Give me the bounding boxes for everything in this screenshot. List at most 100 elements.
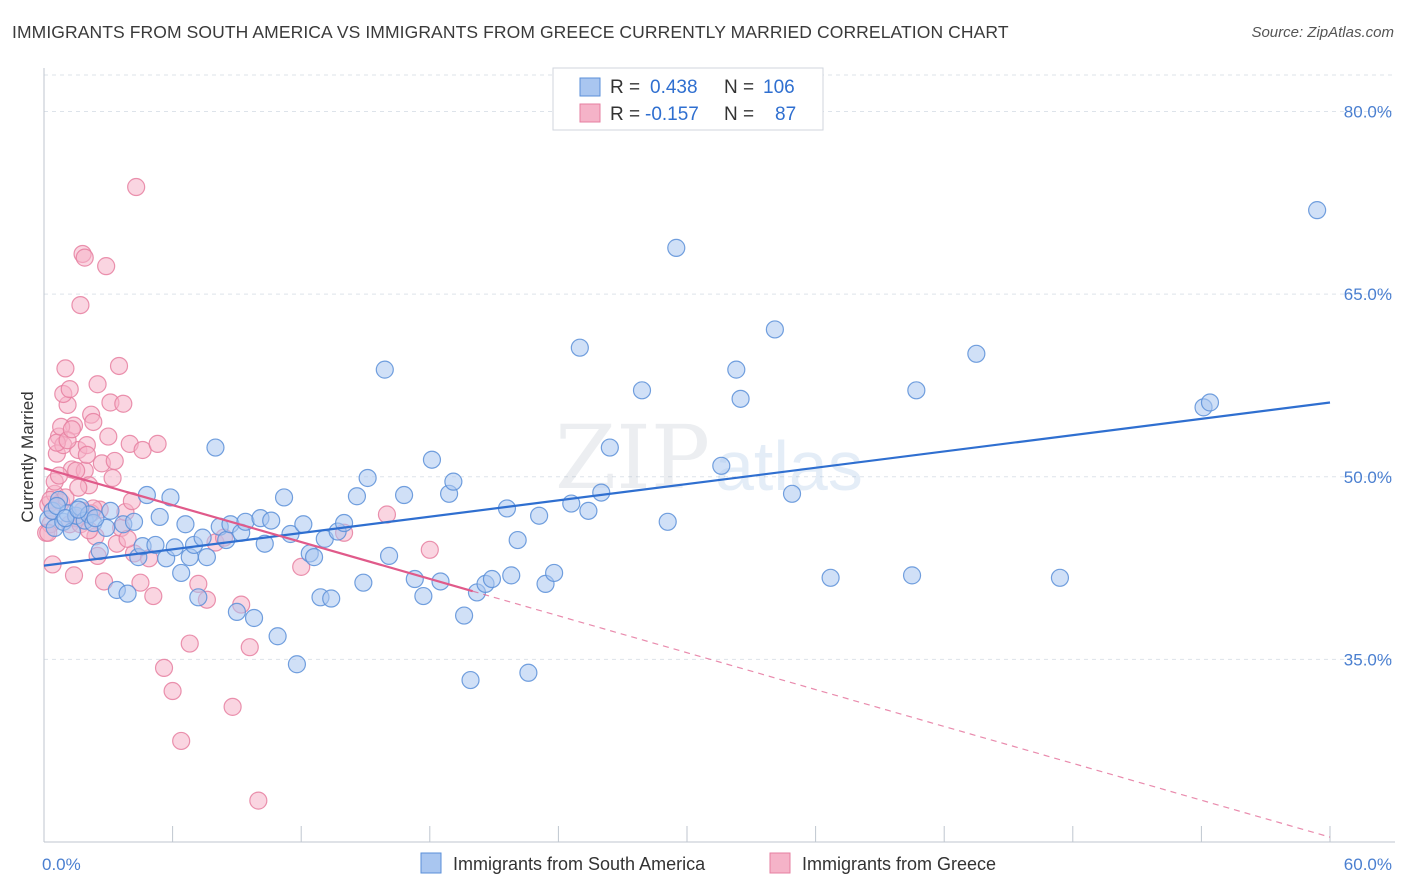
y-tick-label-1: 50.0% <box>1344 468 1392 487</box>
point-greece-84 <box>420 540 439 559</box>
point-south-america-87 <box>658 512 677 531</box>
point-south-america-54 <box>322 589 341 608</box>
trend-line-south-america <box>43 401 1331 567</box>
point-south-america-31 <box>189 588 208 607</box>
point-south-america-101 <box>1308 201 1327 220</box>
point-greece-22 <box>84 412 103 432</box>
point-greece-64 <box>127 177 146 197</box>
point-south-america-88 <box>667 238 686 257</box>
legend-n-label-pink: N = <box>724 104 754 125</box>
point-south-america-82 <box>570 338 589 357</box>
trend-line-greece-extension <box>472 590 1331 838</box>
point-south-america-70 <box>461 670 480 690</box>
y-tick-label-2: 65.0% <box>1344 285 1392 304</box>
point-south-america-75 <box>502 566 521 585</box>
pink-points <box>37 177 439 810</box>
point-greece-72 <box>180 634 199 653</box>
point-south-america-25 <box>161 488 180 507</box>
point-greece-47 <box>69 478 88 497</box>
point-south-america-59 <box>358 468 377 488</box>
point-south-america-22 <box>146 535 165 555</box>
point-south-america-65 <box>422 450 442 469</box>
y-tick-labels: 35.0% 50.0% 65.0% 80.0% <box>1344 103 1392 670</box>
bottom-legend-swatch-blue <box>420 852 442 874</box>
point-south-america-18 <box>124 512 144 531</box>
point-south-america-69 <box>454 606 474 625</box>
point-south-america-78 <box>530 506 549 525</box>
point-greece-50 <box>75 248 94 267</box>
stats-legend: R = 0.438 N = 106 R = -0.157 N = 87 <box>552 67 824 131</box>
point-greece-51 <box>77 445 96 464</box>
point-south-america-104 <box>69 500 88 519</box>
point-greece-81 <box>292 557 311 576</box>
point-south-america-43 <box>255 534 274 553</box>
point-greece-69 <box>154 658 174 678</box>
point-south-america-46 <box>274 488 294 507</box>
point-south-america-86 <box>632 381 652 400</box>
point-south-america-93 <box>782 484 802 503</box>
y-axis-label: Currently Married <box>18 391 37 522</box>
x-tick-label-max: 60.0% <box>1344 855 1392 874</box>
y-tick-label-3: 80.0% <box>1344 103 1392 122</box>
legend-swatch-pink <box>579 103 601 123</box>
chart-title: IMMIGRANTS FROM SOUTH AMERICA VS IMMIGRA… <box>12 22 1009 42</box>
point-greece-43 <box>60 380 79 399</box>
grid <box>44 74 1395 660</box>
point-south-america-105 <box>86 509 105 528</box>
legend-swatch-blue <box>579 77 601 97</box>
point-south-america-32 <box>193 528 212 547</box>
point-greece-48 <box>71 296 90 315</box>
legend-r-value-pink: -0.157 <box>645 104 699 125</box>
point-south-america-27 <box>172 563 191 583</box>
point-south-america-33 <box>197 548 216 567</box>
point-greece-55 <box>88 375 107 394</box>
point-south-america-17 <box>118 584 137 603</box>
bottom-legend-swatch-pink <box>769 852 791 874</box>
point-south-america-100 <box>1200 393 1220 412</box>
bottom-legend-label-pink: Immigrants from Greece <box>802 854 996 874</box>
point-south-america-34 <box>206 438 225 457</box>
point-greece-77 <box>223 697 242 716</box>
point-south-america-61 <box>379 546 399 565</box>
point-south-america-64 <box>414 586 433 606</box>
point-greece-68 <box>148 434 167 453</box>
point-south-america-96 <box>907 381 926 400</box>
series-legend: Immigrants from South America Immigrants… <box>420 852 996 874</box>
legend-r-label-blue: R = <box>610 77 640 98</box>
point-greece-57 <box>97 257 116 276</box>
point-greece-27 <box>99 427 118 446</box>
point-south-america-91 <box>731 389 750 408</box>
point-south-america-73 <box>482 569 502 589</box>
y-tick-label-0: 35.0% <box>1344 650 1392 669</box>
point-greece-67 <box>144 586 163 606</box>
point-south-america-98 <box>1050 568 1070 587</box>
point-south-america-14 <box>101 501 120 520</box>
bottom-legend-label-blue: Immigrants from South America <box>453 854 706 874</box>
point-greece-70 <box>163 681 182 701</box>
point-south-america-41 <box>244 608 264 628</box>
legend-r-value-blue: 0.438 <box>650 77 698 98</box>
blue-points <box>39 201 1327 690</box>
legend-n-value-pink: 87 <box>775 104 796 125</box>
point-greece-61 <box>114 394 133 413</box>
point-south-america-76 <box>508 530 527 550</box>
point-south-america-85 <box>600 438 619 457</box>
point-south-america-60 <box>375 360 394 379</box>
point-south-america-48 <box>287 655 307 674</box>
point-south-america-89 <box>712 456 731 475</box>
point-greece-44 <box>62 420 81 439</box>
point-greece-79 <box>240 638 259 657</box>
point-greece-80 <box>249 791 268 810</box>
point-south-america-83 <box>579 501 598 520</box>
point-greece-26 <box>94 572 114 591</box>
point-greece-45 <box>64 566 84 585</box>
watermark-zip: ZIP <box>555 406 710 509</box>
point-south-america-77 <box>519 663 538 682</box>
x-tick-label-min: 0.0% <box>42 855 81 874</box>
point-south-america-94 <box>821 568 840 587</box>
point-greece-34 <box>131 573 150 592</box>
point-south-america-36 <box>217 530 236 550</box>
trend-lines <box>43 401 1331 838</box>
point-greece-41 <box>56 359 75 378</box>
point-south-america-57 <box>347 487 367 506</box>
